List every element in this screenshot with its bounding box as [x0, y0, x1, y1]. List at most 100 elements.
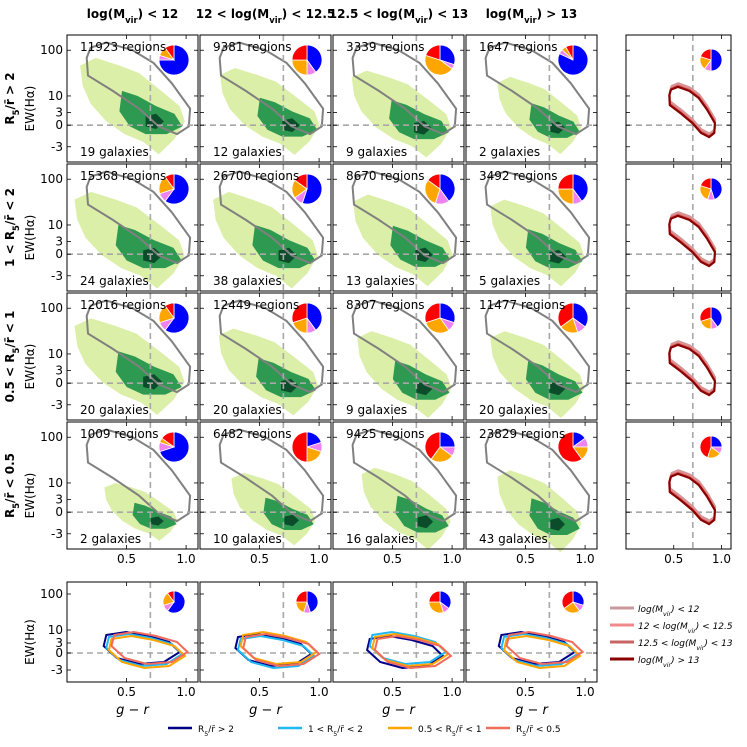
mass-contour	[668, 340, 717, 393]
panel: 15368 regions 24 galaxies 100 10 30 -3	[40, 163, 199, 292]
y-axis-label: EW(Hα)	[23, 86, 37, 132]
panel-ticks	[200, 293, 331, 420]
panel: 8307 regions 9 galaxies	[332, 292, 465, 421]
y-tick-label: 3	[55, 363, 63, 377]
mass-contour	[668, 82, 717, 135]
panel: 3492 regions 5 galaxies	[465, 163, 598, 292]
environment-contour	[505, 630, 585, 666]
panel-frame	[465, 292, 598, 421]
y-tick-label: 10	[48, 347, 63, 361]
legend-label: log(Mvir) > 13	[638, 656, 700, 669]
reference-outline	[351, 299, 458, 394]
panel-frame	[465, 421, 598, 550]
reference-outline	[484, 428, 591, 523]
panel-pie-slice-red	[424, 431, 441, 460]
y-tick-label: -3	[51, 527, 63, 541]
density-dark	[417, 515, 434, 529]
y-tick-label: -3	[51, 140, 63, 154]
panel-pie-slice-blue	[572, 302, 589, 328]
regions-label: 3339 regions	[346, 40, 425, 54]
x-tick-label: 1.0	[443, 685, 462, 699]
panel-pie-slice-orange	[425, 317, 450, 334]
density-mid	[395, 495, 449, 533]
environment-contour	[365, 634, 445, 670]
y-tick-label: 100	[40, 43, 63, 57]
right-panel	[625, 163, 732, 292]
panel-pie-slice-red	[557, 173, 574, 190]
panel: 1647 regions 2 galaxies	[465, 34, 598, 163]
regions-label: 8307 regions	[346, 298, 425, 312]
y-tick-label: 3	[55, 492, 63, 506]
bottom-pie-slice-blue	[439, 590, 452, 610]
panel-pie-slice-orange	[424, 179, 441, 204]
legend-label: R5/r̄ < 0.5	[516, 725, 561, 738]
x-tick-label: 1.0	[177, 552, 196, 566]
regions-label: 8670 regions	[346, 169, 425, 183]
panel: 8670 regions 13 galaxies	[332, 163, 465, 292]
panel-pie-slice-red	[291, 44, 308, 61]
panel-frame	[332, 421, 465, 550]
y-axis-label: EW(Hα)	[23, 215, 37, 261]
y-axis-label: EW(Hα)	[23, 473, 37, 519]
right-pie-slice-blue	[710, 435, 723, 448]
panel: 12449 regions 20 galaxies	[199, 292, 332, 421]
y-tick-label: 0	[55, 376, 63, 390]
panel-ticks	[200, 35, 331, 162]
bottom-panel: 0.5 1.0	[465, 581, 598, 699]
column-title: 12 < log(Mvir) < 12.5	[196, 7, 335, 25]
x-tick-label: 1.0	[576, 685, 595, 699]
density-dark	[284, 514, 299, 527]
panel-pie-slice-blue	[164, 302, 190, 334]
density-dark	[550, 517, 565, 531]
right-pie-slice-blue	[710, 48, 723, 72]
bottom-pie-slice-blue	[166, 590, 186, 614]
density-mid	[257, 97, 318, 137]
mass-contour	[668, 470, 717, 523]
y-tick-label: 10	[48, 476, 63, 490]
panel-ticks: 0.5 1.0	[333, 422, 464, 566]
density-dark	[414, 120, 432, 135]
panel-frame	[66, 163, 199, 292]
panel-pie-slice-red	[164, 44, 175, 62]
regions-label: 9381 regions	[213, 40, 292, 54]
panel-frame	[199, 421, 332, 550]
galaxies-label: 16 galaxies	[346, 532, 415, 546]
panel: 3339 regions 9 galaxies	[332, 34, 465, 163]
reference-outline	[218, 41, 325, 136]
environment-contour	[242, 632, 321, 668]
reference-outline	[484, 170, 591, 265]
x-tick-label: 0.5	[516, 685, 535, 699]
panel-frame	[465, 163, 598, 292]
panel: 12016 regions 20 galaxies 100 10 30 -3	[40, 292, 199, 421]
bottom-ticks: 0.5 1.0	[466, 582, 597, 699]
bottom-frame	[465, 581, 598, 683]
x-tick-label: 0.5	[250, 552, 269, 566]
row-title: 1 < R5/r̄ < 2	[3, 188, 21, 267]
bottom-panel: 0.5 1.0	[332, 581, 465, 699]
density-dark	[549, 381, 566, 396]
right-pie-slice-red	[699, 306, 712, 322]
reference-outline	[218, 428, 325, 523]
panel-frame	[465, 34, 598, 163]
bottom-pie-slice-red	[428, 590, 441, 603]
regions-label: 6482 regions	[213, 427, 292, 441]
y-tick-label: -3	[51, 663, 63, 677]
panel-pie-slice-blue	[439, 173, 456, 202]
reference-outline	[351, 41, 458, 136]
legend-label: 12.5 < log(Mvir) < 13	[638, 639, 733, 652]
galaxies-label: 10 galaxies	[213, 532, 282, 546]
mass-contour	[668, 343, 717, 397]
legend-label: 12 < log(Mvir) < 12.5	[638, 622, 733, 635]
bottom-frame	[332, 581, 465, 683]
panel-frame	[199, 292, 332, 421]
panel: 1009 regions 2 galaxies 0.5 1.0 100 10 30 -3	[40, 421, 199, 566]
x-tick-label: 0.5	[117, 552, 136, 566]
right-frame	[625, 421, 732, 550]
panel-ticks	[333, 164, 464, 291]
panel-pie-slice-red	[557, 431, 583, 463]
density-dark	[151, 516, 164, 526]
panel-ticks: 0.5 1.0	[466, 422, 597, 566]
x-tick-label: 0.5	[664, 552, 683, 566]
reference-outline	[85, 170, 192, 265]
